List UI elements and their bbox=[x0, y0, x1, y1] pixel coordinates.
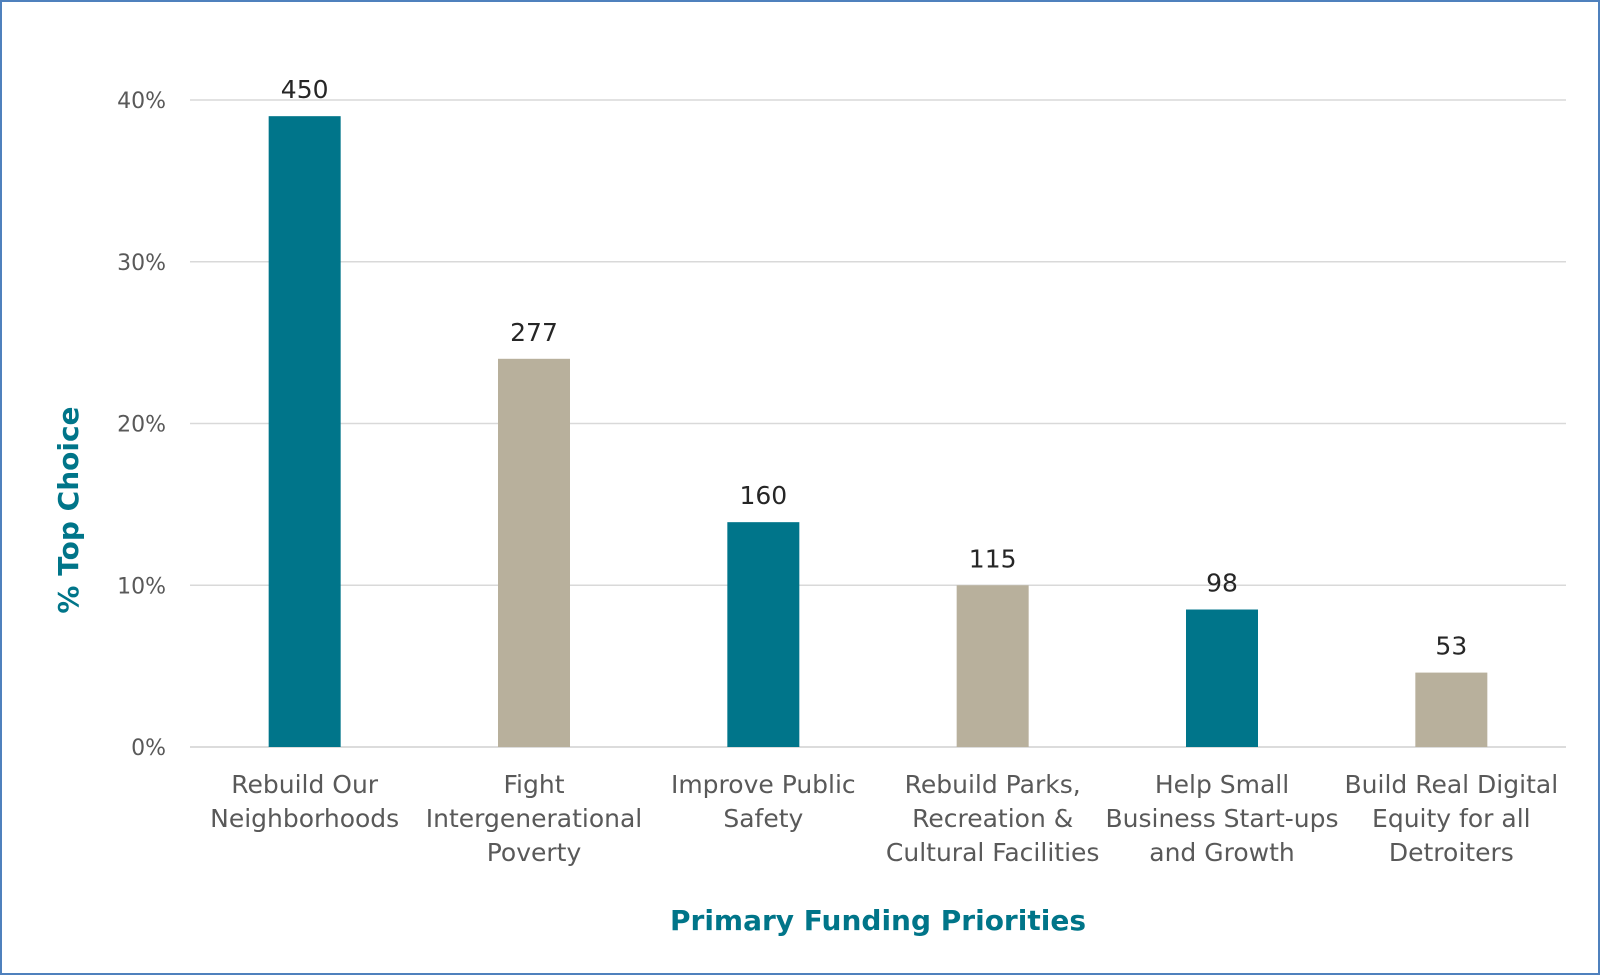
x-category-label: Fight Intergenerational Poverty bbox=[426, 770, 642, 867]
data-label: 115 bbox=[969, 544, 1017, 573]
data-labels: 450 277 160 115 98 53 bbox=[281, 75, 1467, 660]
data-label: 160 bbox=[739, 481, 787, 510]
x-category-label-line: Rebuild Parks, bbox=[905, 770, 1081, 799]
x-category-label-line: and Growth bbox=[1149, 838, 1294, 867]
bar bbox=[727, 522, 800, 747]
bar bbox=[1186, 609, 1258, 747]
x-category-label-line: Rebuild Our bbox=[231, 770, 379, 799]
data-label: 53 bbox=[1435, 632, 1467, 661]
data-label: 98 bbox=[1206, 569, 1238, 598]
x-category-label-line: Build Real Digital bbox=[1345, 770, 1559, 799]
bars bbox=[268, 116, 1488, 748]
x-category-label-line: Detroiters bbox=[1389, 838, 1514, 867]
y-tick-label: 20% bbox=[117, 413, 166, 438]
x-category-label-line: Poverty bbox=[487, 838, 582, 867]
y-axis-title: % Top Choice bbox=[52, 406, 85, 613]
x-category-label-line: Fight bbox=[503, 770, 564, 799]
y-tick-label: 30% bbox=[117, 251, 166, 276]
x-category-label-line: Equity for all bbox=[1372, 804, 1531, 833]
x-category-label: Rebuild Our Neighborhoods bbox=[210, 770, 399, 833]
bar bbox=[268, 116, 341, 748]
y-tick-label: 10% bbox=[117, 574, 166, 599]
x-category-label-line: Help Small bbox=[1155, 770, 1289, 799]
x-category-label: Improve Public Safety bbox=[671, 770, 856, 833]
gridlines bbox=[190, 99, 1566, 748]
x-category-label-line: Safety bbox=[723, 804, 803, 833]
data-label: 450 bbox=[281, 75, 329, 104]
x-axis-title: Primary Funding Priorities bbox=[670, 904, 1086, 937]
x-category-label-line: Business Start-ups bbox=[1105, 804, 1338, 833]
y-tick-labels: 0% 10% 20% 30% 40% bbox=[117, 89, 166, 761]
x-category-label: Help Small Business Start-ups and Growth bbox=[1105, 770, 1338, 867]
y-tick-label: 0% bbox=[131, 736, 166, 761]
bar bbox=[498, 358, 570, 747]
x-category-label: Build Real Digital Equity for all Detroite… bbox=[1345, 770, 1559, 867]
x-category-label-line: Cultural Facilities bbox=[886, 838, 1100, 867]
x-category-label-line: Neighborhoods bbox=[210, 804, 399, 833]
bar bbox=[1415, 672, 1488, 747]
x-category-labels: Rebuild Our Neighborhoods Fight Intergenera… bbox=[210, 770, 1558, 867]
x-category-label-line: Recreation & bbox=[912, 804, 1073, 833]
bar bbox=[956, 585, 1029, 747]
y-tick-label: 40% bbox=[117, 89, 166, 114]
x-category-label-line: Intergenerational bbox=[426, 804, 642, 833]
data-label: 277 bbox=[510, 318, 558, 347]
x-category-label: Rebuild Parks, Recreation & Cultural Facil… bbox=[886, 770, 1100, 867]
x-category-label-line: Improve Public bbox=[671, 770, 856, 799]
